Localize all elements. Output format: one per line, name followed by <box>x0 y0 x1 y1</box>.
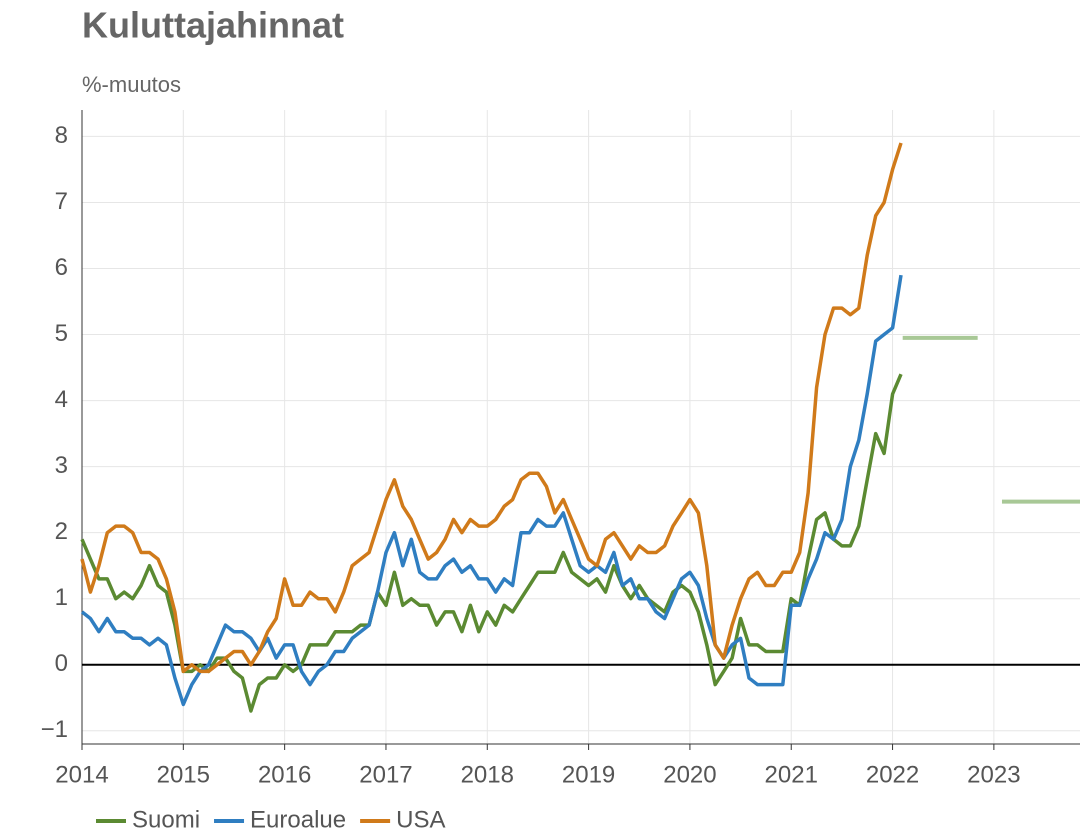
y-tick-label: 0 <box>55 650 68 677</box>
x-tick-label: 2014 <box>55 761 108 788</box>
y-tick-label: 7 <box>55 188 68 215</box>
x-tick-label: 2015 <box>157 761 210 788</box>
chart-title: Kuluttajahinnat <box>82 5 344 46</box>
x-tick-label: 2022 <box>866 761 919 788</box>
y-tick-label: 5 <box>55 320 68 347</box>
y-tick-label: 1 <box>55 584 68 611</box>
y-tick-label: 4 <box>55 386 68 413</box>
legend-label: USA <box>396 806 445 833</box>
y-tick-label: 8 <box>55 122 68 149</box>
legend-label: Euroalue <box>250 806 346 833</box>
chart-subtitle: %-muutos <box>82 72 181 97</box>
x-tick-label: 2017 <box>359 761 412 788</box>
y-tick-label: 3 <box>55 452 68 479</box>
y-tick-label: −1 <box>41 716 68 743</box>
x-tick-label: 2020 <box>663 761 716 788</box>
series-line <box>80 142 903 674</box>
y-tick-label: 6 <box>55 254 68 281</box>
series-line <box>80 373 903 713</box>
legend-label: Suomi <box>132 806 200 833</box>
y-tick-label: 2 <box>55 518 68 545</box>
series-line <box>80 274 903 707</box>
x-tick-label: 2023 <box>967 761 1020 788</box>
x-tick-label: 2018 <box>461 761 514 788</box>
x-tick-label: 2021 <box>765 761 818 788</box>
x-tick-label: 2019 <box>562 761 615 788</box>
x-tick-label: 2016 <box>258 761 311 788</box>
